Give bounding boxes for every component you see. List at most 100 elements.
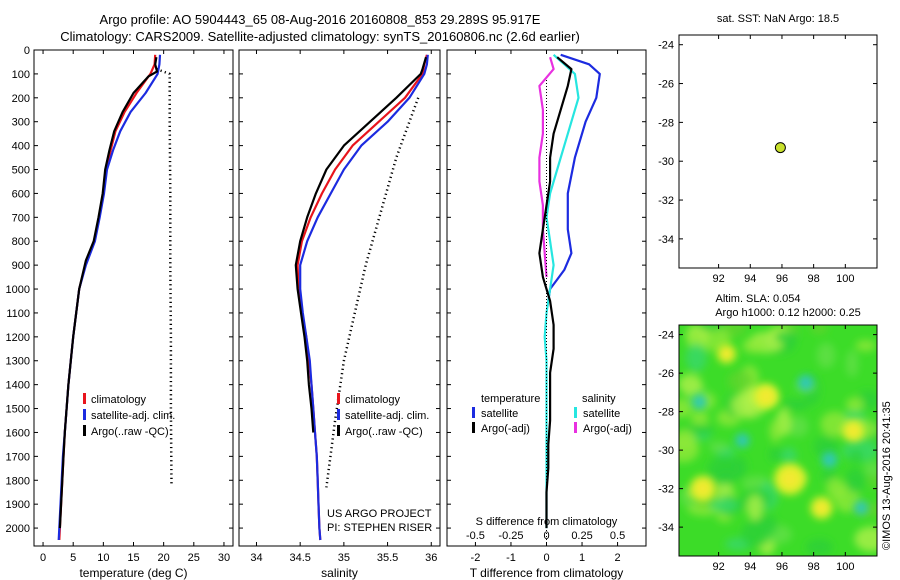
sla-ytick-label: -26 [658,368,674,380]
sla-xtick-label: 92 [712,561,724,573]
temperature-ytick-label: 1000 [6,284,30,296]
location-ytick-label: -32 [658,195,674,207]
location-ytick-label: -28 [658,117,674,129]
sla-feature-cyan [821,451,838,468]
temperature-ytick-label: 1600 [6,427,30,439]
temperature-legend-label: satellite-adj. clim. [91,410,175,422]
sla-texture-patch [685,343,707,372]
sla-texture-patch [782,398,810,411]
temperature-ytick-label: 800 [12,236,30,248]
sla-xtick-label: 100 [836,561,854,573]
sla-texture-patch [863,461,877,477]
temperature-ytick-label: 100 [12,69,30,81]
location-xtick-label: 94 [744,273,756,285]
temperature-ytick-label: 500 [12,165,30,177]
difference-xtick-label: 2 [615,552,621,564]
sla-xtick-label: 96 [776,561,788,573]
sla-ytick-label: -28 [658,407,674,419]
temperature-series-satellite-adj-clim- [57,54,162,541]
location-ytick-label: -30 [658,156,674,168]
sla-feature-core [847,425,859,437]
sla-texture-patch [769,419,782,443]
temperature-xtick-label: 20 [158,552,170,564]
sla-texture-patch [709,498,738,513]
sla-texture-patch [854,526,877,552]
location-xtick-label: 96 [776,273,788,285]
salinity-series-satellite-adj-clim- [299,54,429,541]
temperature-ytick-label: 1100 [6,308,30,320]
temperature-ytick-label: 600 [12,188,30,200]
difference-top-tick-label: 0.5 [610,530,625,542]
difference-x-axis-label: T difference from climatology [470,566,624,580]
salinity-xtick-label: 35 [338,552,350,564]
difference-legend-swatch [472,407,475,418]
sla-feature-cyan [692,394,707,410]
salinity-xtick-label: 34 [250,552,262,564]
sla-texture-patch [733,455,748,479]
sla-texture-patch [774,330,798,344]
difference-legend-swatch [574,407,577,418]
sla-ytick-label: -32 [658,484,674,496]
temperature-xtick-label: 30 [218,552,230,564]
temperature-x-axis-label: temperature (deg C) [79,566,187,580]
salinity-legend-swatch [337,393,340,404]
argo-location-marker [774,142,786,154]
temperature-legend-swatch [83,409,86,420]
location-xtick-label: 100 [836,273,854,285]
salinity-x-axis-label: salinity [321,566,358,580]
chart-title-line2: Climatology: CARS2009. Satellite-adjuste… [60,29,580,44]
temperature-ytick-label: 1900 [6,499,30,511]
difference-legend-label: Argo(-adj) [481,423,530,435]
difference-xtick-label: 0 [543,552,549,564]
sla-texture-patch [806,538,833,556]
temperature-ytick-label: 200 [12,93,30,105]
temperature-legend-swatch [83,393,86,404]
sla-texture-patch [742,338,767,354]
temperature-xtick-label: 10 [97,552,109,564]
temperature-series-climatology [58,54,157,541]
temperature-ytick-label: 700 [12,212,30,224]
salinity-legend-swatch [337,409,340,420]
difference-series-temperature-argo-adj- [538,56,573,529]
difference-top-tick-label: 0 [543,530,549,542]
location-ytick-label: -26 [658,79,674,91]
salinity-xtick-label: 35.5 [377,552,398,564]
temperature-ytick-label: 1700 [6,451,30,463]
temperature-xtick-label: 25 [188,552,200,564]
difference-xtick-label: -1 [506,552,516,564]
difference-legend-label: satellite [583,408,620,420]
temperature-legend-swatch [83,425,86,436]
sla-texture-patch [846,350,859,378]
salinity-legend-label: satellite-adj. clim. [345,410,429,422]
sla-texture-patch [810,325,828,335]
salinity-series-argo-raw-qc- [294,56,428,433]
temperature-xtick-label: 0 [40,552,46,564]
temperature-series-argo-raw-qc- [58,57,159,529]
sla-ytick-label: -30 [658,445,674,457]
sla-feature-core [781,471,798,487]
sla-texture-patch [723,325,747,338]
sla-texture-patch [707,455,742,485]
sla-texture-patch [781,447,797,465]
temperature-ytick-label: 1800 [6,475,30,487]
difference-top-axis-label: S difference from climatology [476,516,618,528]
salinity-plot-frame [238,49,441,547]
sla-feature-cyan [797,374,814,391]
temperature-ytick-label: 1200 [6,332,30,344]
difference-series-temperature-satellite [547,53,601,302]
sla-texture-patch [679,373,703,395]
difference-legend-label: Argo(-adj) [583,423,632,435]
salinity-legend-label: Argo(..raw -QC) [345,426,423,438]
temperature-ytick-label: 1500 [6,404,30,416]
difference-legend-swatch [472,422,475,433]
difference-top-tick-label: -0.5 [466,530,485,542]
location-title: sat. SST: NaN Argo: 18.5 [717,13,839,25]
salinity-series-raw [325,97,420,488]
sla-texture-patch [816,342,836,369]
chart-title-line1: Argo profile: AO 5904443_65 08-Aug-2016 … [99,12,541,27]
temperature-xtick-label: 15 [127,552,139,564]
temperature-ytick-label: 0 [24,45,30,57]
temperature-series-raw [155,67,173,486]
difference-legend-group-title: temperature [481,393,540,405]
temperature-ytick-label: 300 [12,117,30,129]
